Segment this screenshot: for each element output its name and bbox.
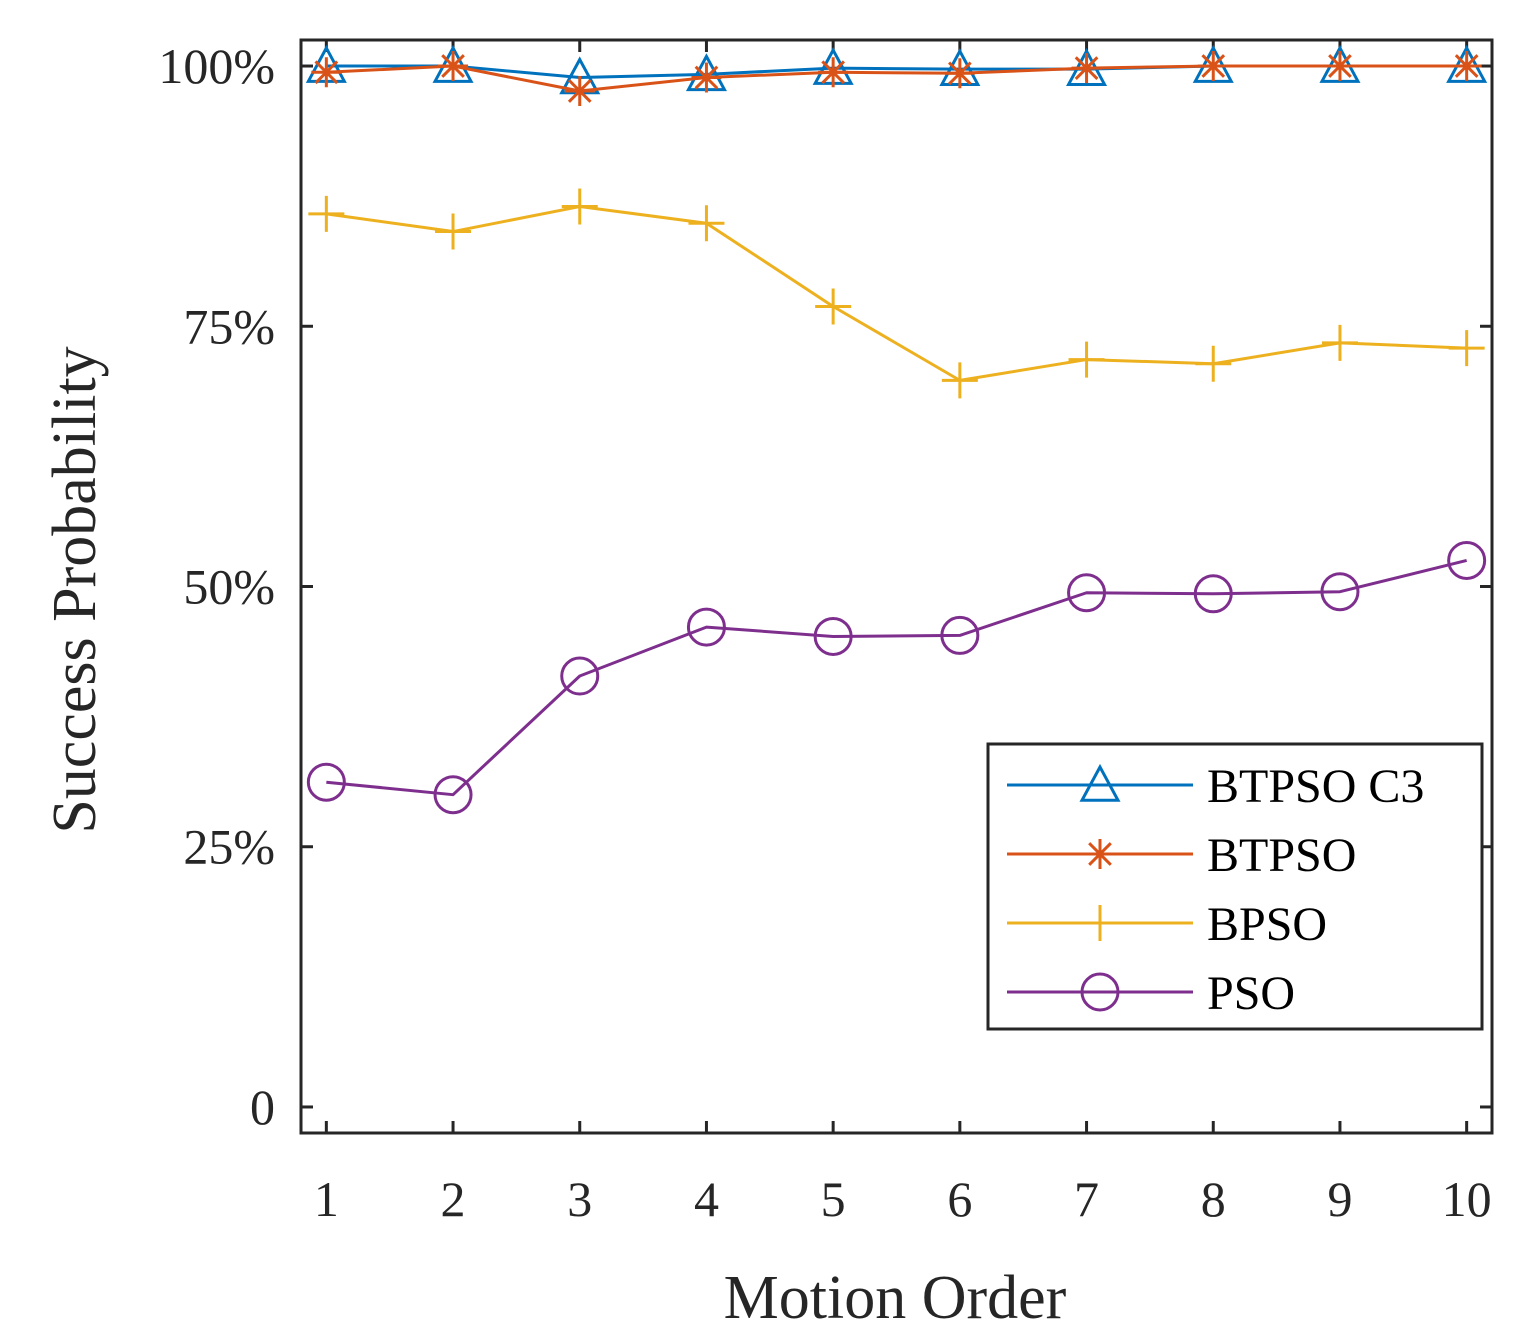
series-btpso <box>311 51 1482 107</box>
x-tick-label: 2 <box>441 1171 466 1227</box>
data-point-btpso <box>438 51 469 82</box>
legend-marker-pso <box>1080 972 1120 1012</box>
y-tick-label: 0 <box>250 1079 275 1135</box>
x-tick-label: 6 <box>947 1171 972 1227</box>
series-layer <box>305 44 1488 815</box>
y-tick-label: 50% <box>183 559 275 615</box>
legend-marker-bpso <box>1082 905 1118 941</box>
legend-item-pso: PSO <box>1007 967 1295 1020</box>
y-axis: 0 25% 50% 75% 100% <box>158 38 1492 1135</box>
data-point-bpso <box>941 362 978 399</box>
y-tick-label: 75% <box>183 298 275 354</box>
x-tick-label: 5 <box>821 1171 846 1227</box>
data-point-pso <box>686 607 726 647</box>
y-tick-label: 25% <box>183 819 275 875</box>
data-point-bpso <box>435 213 472 250</box>
data-point-pso <box>1067 573 1107 613</box>
legend-box <box>986 742 1484 1031</box>
data-point-btpso <box>944 58 975 89</box>
x-tick-label: 7 <box>1074 1171 1099 1227</box>
legend-label-pso: PSO <box>1207 967 1295 1020</box>
data-point-pso <box>813 616 853 656</box>
legend-label-btpso-c3: BTPSO C3 <box>1207 760 1424 813</box>
x-tick-label: 10 <box>1442 1171 1492 1227</box>
data-point-bpso <box>688 205 725 242</box>
legend-label-bpso: BPSO <box>1207 898 1327 951</box>
series-line-bpso <box>326 205 1467 382</box>
data-point-btpso <box>1324 51 1355 82</box>
data-point-btpso <box>818 57 849 88</box>
x-axis: 1 2 3 4 5 6 7 8 9 10 <box>314 40 1492 1227</box>
data-point-btpso <box>1451 51 1482 82</box>
data-point-bpso <box>1321 324 1358 361</box>
data-point-pso <box>940 615 980 655</box>
y-tick-label: 100% <box>158 38 275 94</box>
data-point-btpso <box>311 57 342 88</box>
legend: BTPSO C3 BTPSO BPSO PSO <box>986 742 1484 1031</box>
data-point-btpso <box>691 62 722 93</box>
data-point-bpso <box>1448 330 1485 367</box>
data-point-pso <box>433 775 473 815</box>
x-tick-label: 9 <box>1327 1171 1352 1227</box>
data-point-pso <box>1320 572 1360 612</box>
y-axis-title: Success Probability <box>41 346 109 833</box>
legend-marker-btpso <box>1085 839 1115 869</box>
x-axis-title: Motion Order <box>724 1264 1067 1332</box>
x-tick-label: 1 <box>314 1171 339 1227</box>
data-point-btpso <box>564 76 595 107</box>
data-point-bpso <box>308 195 345 232</box>
data-point-btpso <box>1198 51 1229 82</box>
legend-marker-btpso-c3 <box>1079 763 1121 802</box>
legend-item-btpso-c3: BTPSO C3 <box>1007 760 1424 813</box>
data-point-bpso <box>1068 341 1105 378</box>
series-line-pso <box>326 559 1468 797</box>
data-point-bpso <box>561 188 598 225</box>
series-pso <box>306 540 1487 815</box>
legend-item-bpso: BPSO <box>1007 898 1327 951</box>
x-tick-label: 3 <box>567 1171 592 1227</box>
x-tick-label: 8 <box>1201 1171 1226 1227</box>
data-point-pso <box>1193 574 1233 614</box>
data-point-btpso <box>1071 53 1102 84</box>
x-tick-label: 4 <box>694 1171 719 1227</box>
data-point-pso <box>1447 540 1487 580</box>
data-point-pso <box>560 656 600 696</box>
data-point-bpso <box>1195 345 1232 382</box>
legend-item-btpso: BTPSO <box>1007 829 1356 882</box>
data-point-bpso <box>815 288 852 325</box>
series-line-btpso <box>326 64 1467 93</box>
data-point-pso <box>306 762 346 802</box>
legend-label-btpso: BTPSO <box>1207 829 1356 882</box>
series-bpso <box>308 188 1485 399</box>
